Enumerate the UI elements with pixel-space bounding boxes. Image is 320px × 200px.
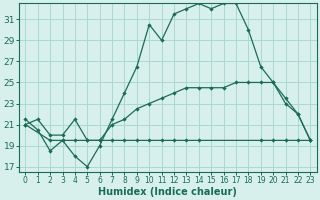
X-axis label: Humidex (Indice chaleur): Humidex (Indice chaleur) [98, 187, 237, 197]
